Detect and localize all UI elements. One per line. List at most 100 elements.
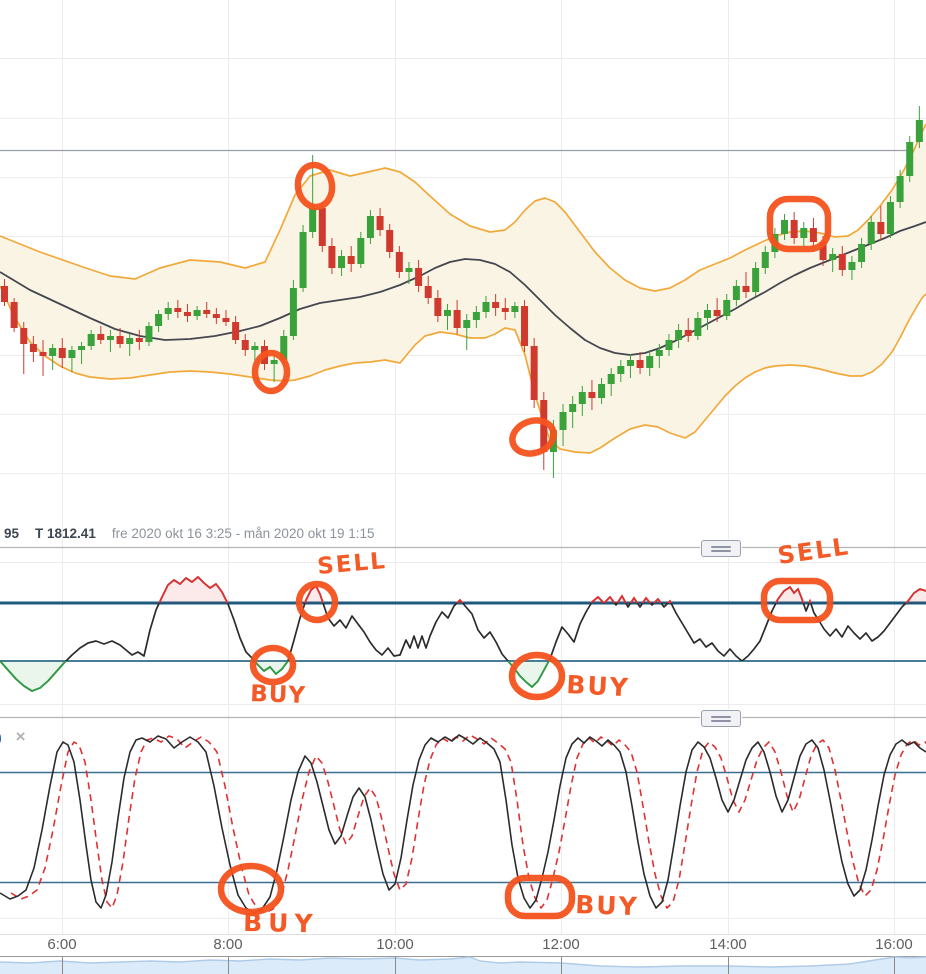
candle	[183, 304, 191, 322]
candle	[752, 262, 760, 296]
candle	[453, 300, 461, 334]
candle	[598, 378, 606, 404]
candle	[829, 248, 837, 272]
candle	[694, 312, 702, 340]
candle	[655, 344, 663, 368]
ohlc-legend: 95 T 1812.41 fre 2020 okt 16 3:25 - mån …	[4, 526, 375, 541]
time-label: 16:00	[875, 936, 913, 953]
candle	[472, 306, 480, 328]
candle	[395, 246, 403, 278]
time-label: 12:00	[542, 936, 580, 953]
candle	[915, 106, 923, 148]
candle	[443, 304, 451, 330]
candle	[386, 224, 394, 258]
candle	[521, 300, 529, 352]
candle	[49, 344, 57, 370]
candle	[713, 298, 721, 322]
indicator-label-fragment: )	[0, 729, 2, 745]
candle	[501, 298, 509, 320]
candle	[106, 330, 114, 352]
candle	[732, 280, 740, 306]
candle	[896, 170, 904, 208]
candle	[357, 232, 365, 268]
candle	[848, 256, 856, 280]
legend-date-range: fre 2020 okt 16 3:25 - mån 2020 okt 19 1…	[111, 526, 375, 541]
candle	[222, 310, 230, 326]
candle	[559, 404, 567, 446]
candle	[193, 306, 201, 320]
candle	[636, 352, 644, 374]
candle	[684, 318, 692, 342]
candle	[29, 336, 37, 362]
candle	[97, 326, 105, 344]
candle	[703, 304, 711, 330]
candle	[232, 316, 240, 344]
candle	[174, 300, 182, 318]
candle	[376, 208, 384, 236]
candle	[838, 246, 846, 276]
time-axis: 6:00 8:00 10:00 12:00 14:00 16:00	[0, 936, 926, 956]
candle	[858, 238, 866, 268]
candle	[78, 342, 86, 364]
navigator-scrollbar[interactable]	[0, 956, 926, 974]
candle	[68, 346, 76, 372]
legend-open-fragment: 95	[4, 526, 20, 541]
candle	[289, 280, 297, 340]
candle	[492, 294, 500, 316]
candle	[87, 330, 95, 350]
candle	[58, 338, 66, 368]
indicator-label-row: ) ×	[0, 728, 26, 746]
time-label: 14:00	[709, 936, 747, 953]
pane-resize-handle[interactable]	[701, 710, 741, 727]
candle	[463, 314, 471, 350]
candle	[617, 360, 625, 382]
legend-last-value: T 1812.41	[35, 526, 96, 541]
candle	[626, 354, 634, 378]
candle	[155, 310, 163, 332]
candle	[906, 136, 914, 182]
candle	[665, 334, 673, 356]
candle	[886, 196, 894, 238]
time-label: 10:00	[376, 936, 414, 953]
candle	[877, 206, 885, 240]
candle	[328, 238, 336, 274]
candle	[164, 302, 172, 320]
candle	[338, 250, 346, 276]
candle	[723, 294, 731, 320]
candle	[20, 322, 28, 374]
time-label: 6:00	[47, 936, 77, 953]
candle	[10, 298, 18, 332]
candle	[424, 276, 432, 304]
candle	[415, 260, 423, 292]
candle	[299, 225, 307, 292]
close-indicator-icon[interactable]: ×	[15, 727, 26, 746]
candle	[366, 210, 374, 244]
candle	[482, 296, 490, 318]
candle	[116, 328, 124, 348]
candle	[578, 386, 586, 416]
candle	[203, 302, 211, 318]
candle	[511, 302, 519, 318]
candle	[318, 202, 326, 252]
candle	[867, 216, 875, 250]
candle	[126, 334, 134, 356]
candle	[742, 272, 750, 298]
candle	[588, 380, 596, 410]
candle	[135, 330, 143, 350]
candle	[39, 340, 47, 376]
candle	[145, 322, 153, 346]
candle	[646, 350, 654, 376]
candle	[607, 368, 615, 396]
candle	[212, 308, 220, 324]
candle	[530, 338, 538, 408]
candle	[405, 262, 413, 284]
time-label: 8:00	[213, 936, 243, 953]
candle	[434, 290, 442, 322]
candle	[347, 246, 355, 272]
pane-resize-handle[interactable]	[701, 540, 741, 557]
candle	[1, 279, 8, 306]
candle	[761, 246, 769, 274]
candle	[569, 396, 577, 428]
